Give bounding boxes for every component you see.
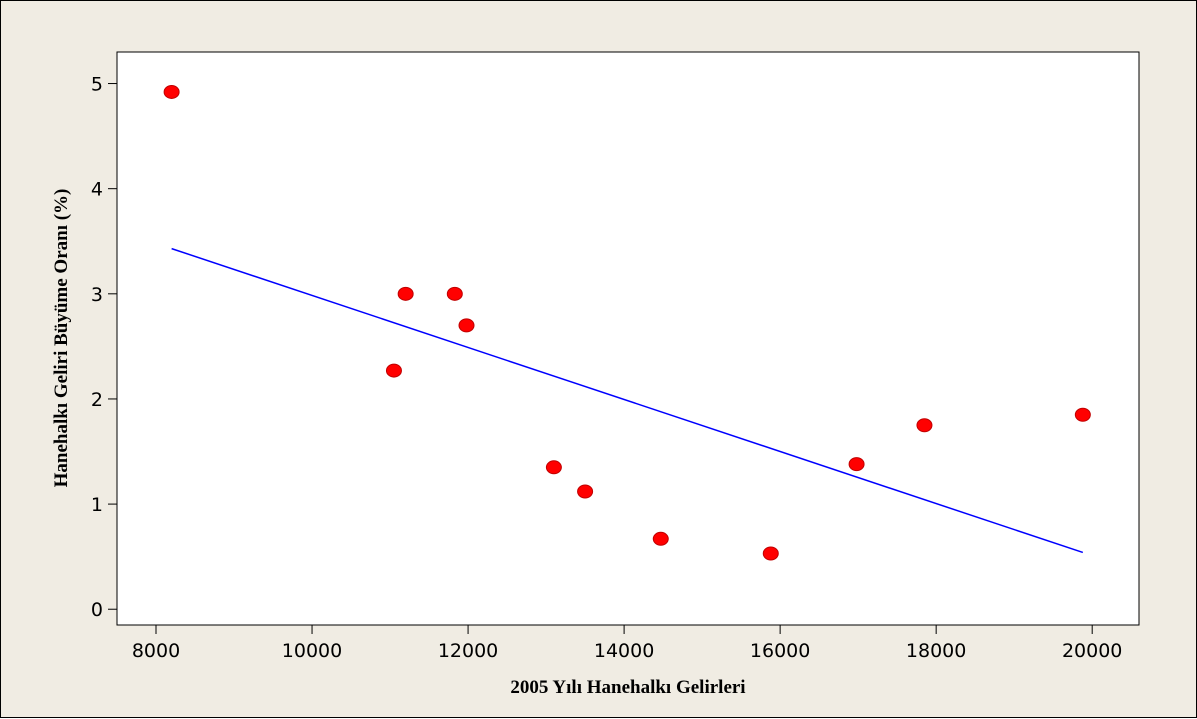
trendline-segment <box>171 247 1084 554</box>
x-tick-label: 18000 <box>906 640 966 662</box>
x-tick-label: 12000 <box>438 640 498 662</box>
x-tick-label: 20000 <box>1062 640 1122 662</box>
data-point <box>545 460 562 475</box>
y-tick-label: 0 <box>91 599 103 621</box>
x-tick-label: 8000 <box>132 640 180 662</box>
data-point <box>163 84 180 99</box>
data-point <box>762 546 779 561</box>
y-axis-title: Hanehalkı Geliri Büyüme Oranı (%) <box>51 189 72 488</box>
x-tick-label: 10000 <box>282 640 342 662</box>
data-point <box>916 418 933 433</box>
data-point <box>848 457 865 472</box>
y-tick-label: 1 <box>91 494 103 516</box>
x-tick-label: 14000 <box>594 640 654 662</box>
data-point <box>385 363 402 378</box>
trendline <box>171 247 1084 554</box>
data-point <box>397 286 414 301</box>
plot-area <box>116 51 1140 626</box>
data-point <box>577 484 594 499</box>
y-tick-label: 4 <box>91 179 103 201</box>
y-tick-label: 3 <box>91 284 103 306</box>
x-axis: 8000 10000 12000 14000 16000 18000 20000 <box>132 625 1122 662</box>
y-tick-label: 5 <box>91 74 103 96</box>
data-point <box>446 286 463 301</box>
x-axis-title: 2005 Yılı Hanehalkı Gelirleri <box>510 677 745 698</box>
x-tick-label: 16000 <box>750 640 810 662</box>
y-tick-label: 2 <box>91 389 103 411</box>
y-axis: 0 1 2 3 4 5 <box>91 74 117 621</box>
data-point <box>458 318 475 333</box>
data-points <box>163 84 1091 561</box>
data-point <box>1074 407 1091 422</box>
data-point <box>652 531 669 546</box>
